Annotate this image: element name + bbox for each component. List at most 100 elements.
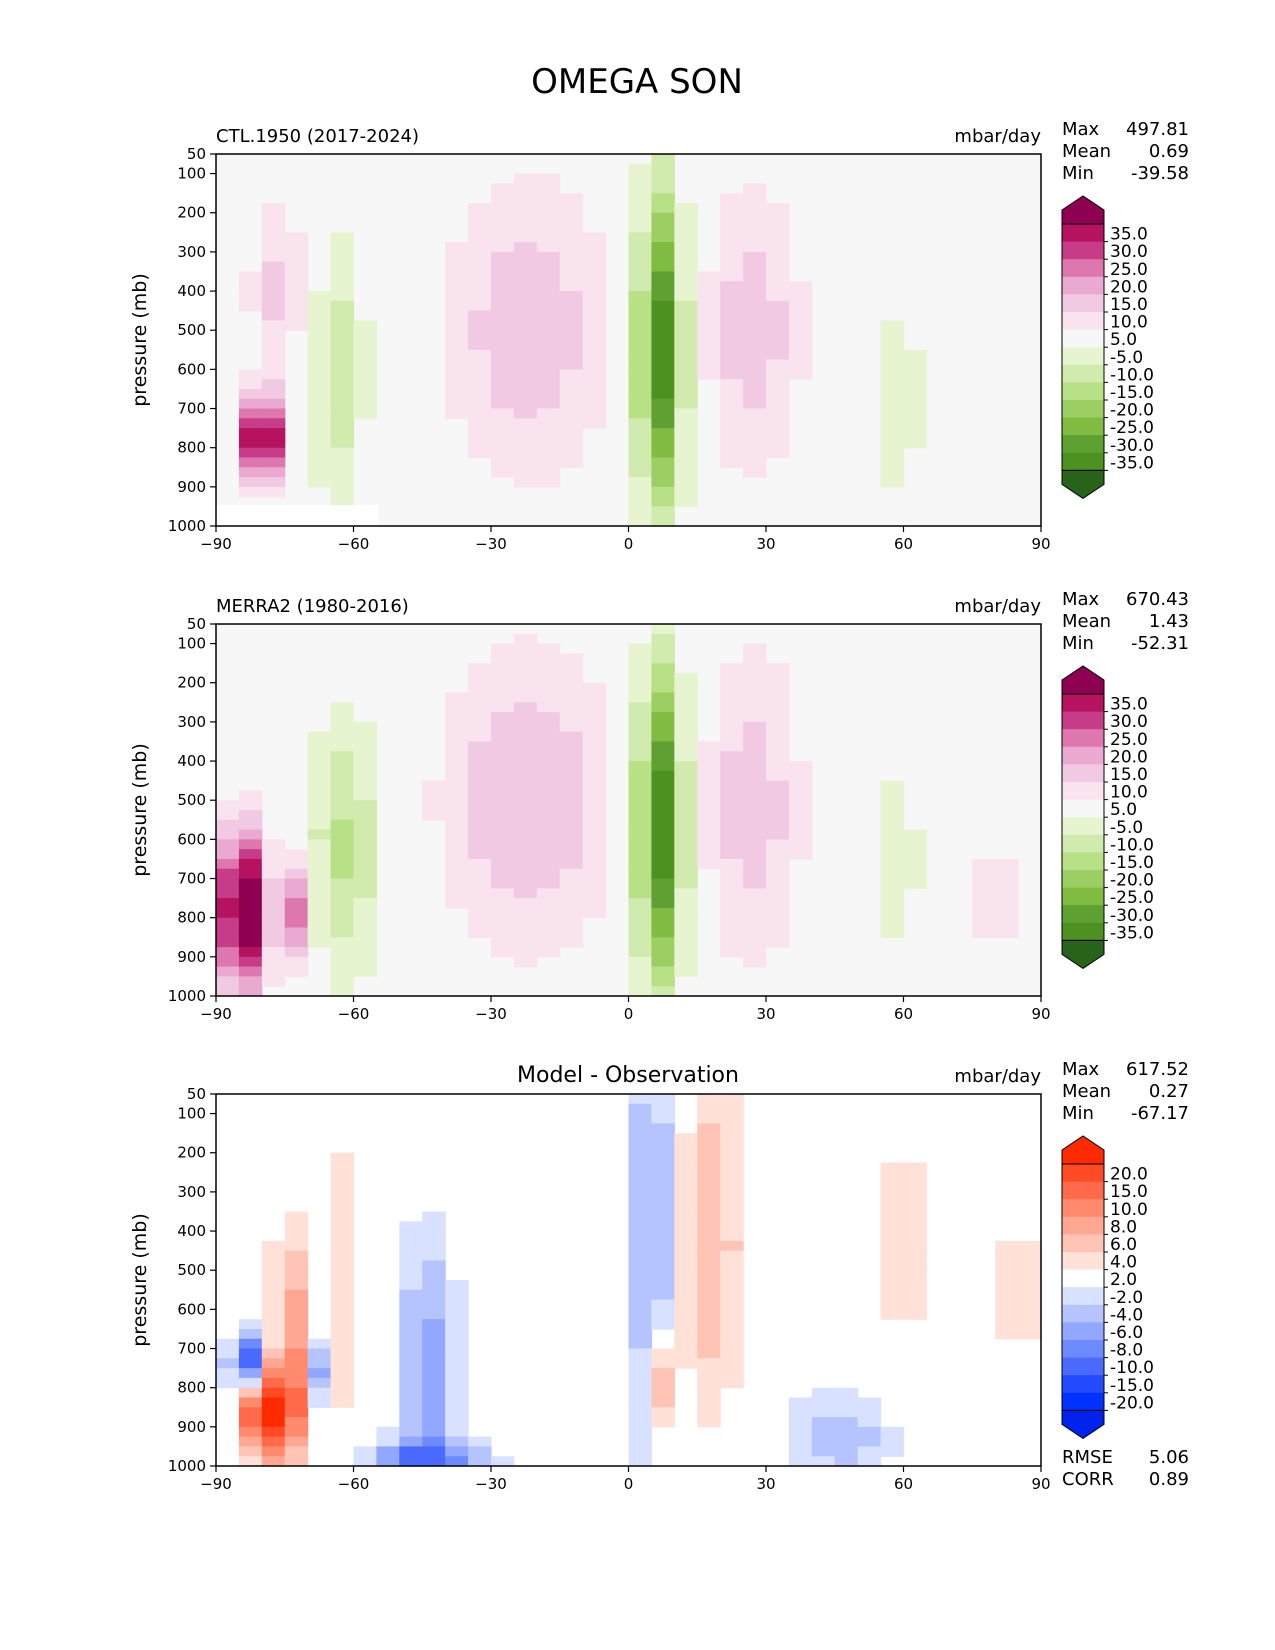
field-cell: [445, 300, 469, 312]
field-cell: [216, 907, 240, 919]
field-cell: [307, 1358, 332, 1369]
field-cell: [513, 907, 538, 919]
field-cell: [330, 300, 355, 312]
field-cell: [903, 1299, 928, 1310]
field-cell: [628, 428, 653, 439]
field-cell: [216, 956, 240, 968]
field-cell: [536, 271, 561, 282]
field-cell: [559, 261, 584, 273]
field-cell: [766, 300, 790, 312]
field-cell: [628, 1270, 653, 1281]
field-cell: [468, 829, 492, 840]
field-cell: [468, 761, 492, 772]
field-cell: [307, 1348, 332, 1359]
field-cell: [582, 721, 607, 733]
field-cell: [307, 790, 332, 801]
field-cell: [491, 858, 515, 870]
field-cell: [307, 388, 332, 400]
field-cell: [284, 1319, 309, 1330]
field-cell: [559, 868, 584, 880]
field-cell: [788, 1397, 813, 1408]
field-cell: [238, 1348, 263, 1359]
field-cell: [766, 927, 790, 938]
field-cell: [880, 1309, 905, 1320]
field-cell: [284, 927, 309, 938]
field-cell: [238, 369, 263, 380]
stat-min-value: -52.31: [1131, 633, 1189, 654]
stat-mean-label: Mean: [1062, 1081, 1111, 1102]
colorbar-label: 35.0: [1110, 695, 1148, 715]
field-cell: [284, 858, 309, 870]
field-cell: [628, 281, 653, 292]
field-cell: [399, 1456, 423, 1467]
field-cell: [559, 741, 584, 752]
field-cell: [399, 1328, 423, 1340]
field-cell: [972, 907, 996, 919]
field-cell: [376, 1446, 400, 1457]
field-cell: [674, 232, 698, 243]
field-cell: [628, 232, 653, 243]
field-cell: [743, 682, 767, 694]
field-cell: [651, 800, 675, 811]
field-cell: [559, 819, 584, 831]
field-cell: [628, 496, 653, 508]
field-cell: [491, 271, 515, 282]
x-tick-label: 90: [1031, 535, 1050, 553]
field-cell: [513, 183, 538, 194]
field-cell: [674, 1221, 698, 1232]
field-cell: [399, 1280, 423, 1291]
field-cell: [238, 1456, 263, 1467]
field-cell: [743, 731, 767, 743]
field-cell: [674, 222, 698, 233]
field-cell: [261, 379, 286, 390]
field-cell: [674, 1260, 698, 1271]
field-cell: [582, 320, 607, 331]
panel-model: −90 −60 −30 0 30 60 90 50100200300400500600700…: [129, 119, 1189, 553]
field-cell: [216, 858, 240, 870]
field-cell: [903, 1250, 928, 1262]
field-cell: [628, 682, 653, 694]
field-cell: [261, 1426, 286, 1438]
field-cell: [468, 310, 492, 322]
y-tick-label: 400: [177, 752, 206, 770]
field-cell: [628, 868, 653, 880]
field-cell: [445, 1397, 469, 1408]
colorbar-swatch: [1062, 1181, 1104, 1200]
field-cell: [628, 1201, 653, 1213]
stat-mean-label: Mean: [1062, 141, 1111, 162]
field-cell: [284, 1397, 309, 1408]
field-cell: [491, 947, 515, 958]
field-cell: [559, 447, 584, 459]
stat-mean-value: 0.27: [1149, 1081, 1189, 1102]
field-cell: [216, 986, 240, 997]
field-cell: [766, 330, 790, 341]
field-cell: [307, 849, 332, 860]
field-cell: [788, 359, 813, 370]
field-cell: [445, 242, 469, 253]
field-cell: [559, 907, 584, 919]
field-cell: [766, 790, 790, 801]
field-cell: [628, 917, 653, 929]
colorbar-swatch: [1062, 729, 1104, 748]
field-cell: [536, 369, 561, 380]
field-cell: [628, 261, 653, 273]
field-cell: [445, 310, 469, 322]
colorbar-label: -8.0: [1110, 1341, 1143, 1361]
field-cell: [284, 1446, 309, 1457]
field-cell: [743, 947, 767, 958]
field-cell: [651, 330, 675, 341]
field-cell: [330, 232, 355, 243]
field-cell: [468, 369, 492, 380]
field-cell: [651, 1231, 675, 1242]
field-cell: [330, 702, 355, 713]
field-cell: [284, 1338, 309, 1350]
field-cell: [261, 947, 286, 958]
field-cell: [468, 907, 492, 919]
field-cell: [399, 1358, 423, 1369]
field-cell: [491, 692, 515, 703]
field-cell: [353, 888, 378, 899]
field-cell: [880, 388, 905, 400]
field-cell: [536, 907, 561, 919]
field-cell: [628, 956, 653, 968]
field-cell: [811, 1417, 836, 1428]
